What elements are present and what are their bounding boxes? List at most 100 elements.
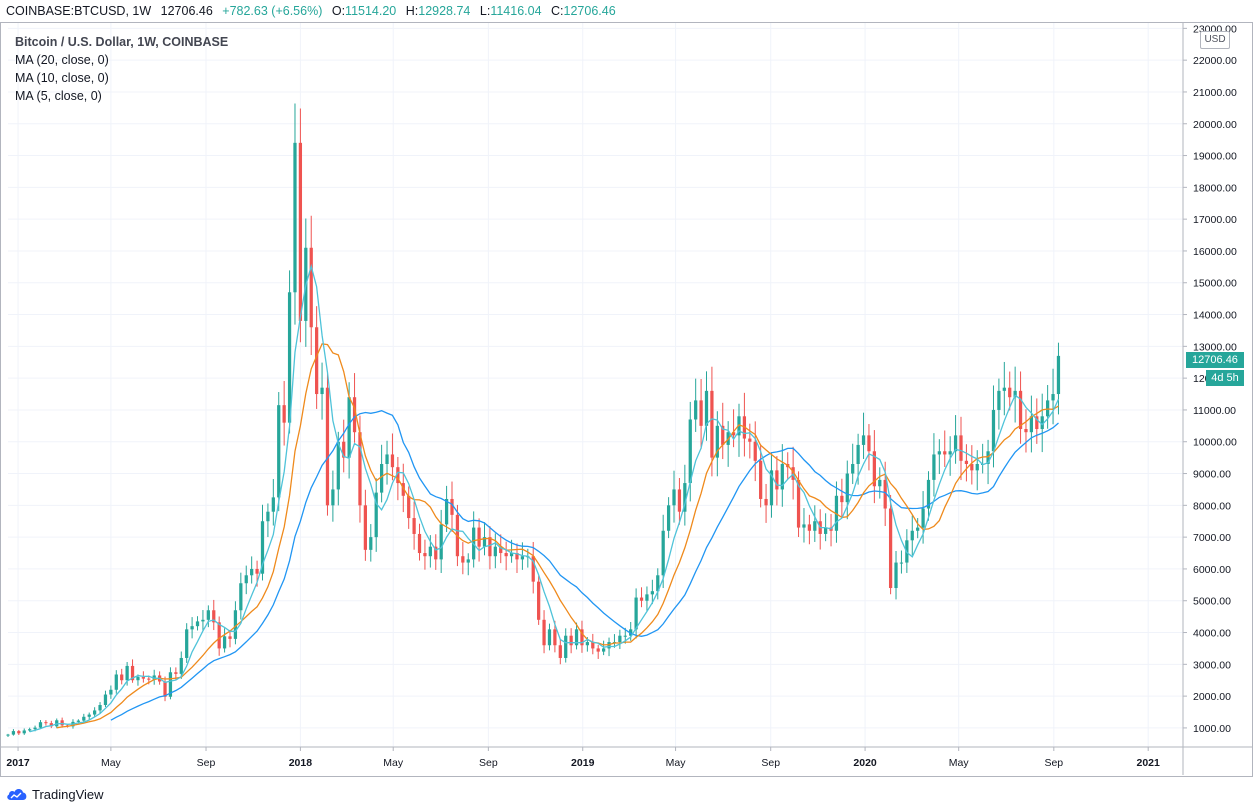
- tradingview-logo[interactable]: TradingView: [6, 785, 104, 803]
- candle-body: [28, 729, 32, 731]
- x-tick-label: Sep: [479, 757, 498, 769]
- candle-body: [488, 537, 492, 557]
- candle-body: [537, 581, 541, 620]
- chart-area[interactable]: 1000.00 2000.00 3000.00 4000.00 5000.00 6000.…: [0, 22, 1253, 778]
- bar-countdown: 4d 5h: [1206, 370, 1244, 386]
- candle-body: [964, 460, 969, 464]
- candle-body: [748, 438, 752, 442]
- candle-body: [910, 530, 914, 541]
- candle-body: [320, 387, 324, 395]
- candle-body: [845, 473, 849, 503]
- candle-body: [255, 568, 259, 574]
- candle-body: [271, 497, 275, 512]
- candle-body: [856, 444, 860, 464]
- y-tick-label: 4000.00: [1193, 628, 1231, 640]
- candle-body: [401, 483, 405, 496]
- ma-line-10: [56, 343, 1059, 729]
- candle-body: [656, 575, 660, 592]
- x-tick-label: 2019: [571, 757, 595, 769]
- candle-body: [347, 397, 351, 458]
- candle-body: [407, 495, 411, 519]
- candle-body: [688, 419, 692, 484]
- candle-body: [672, 489, 676, 506]
- candle-body: [423, 553, 427, 557]
- candle-body: [1051, 394, 1055, 401]
- moving-average-lines: [29, 263, 1060, 733]
- candle-body: [336, 441, 340, 490]
- candle-body: [504, 553, 508, 557]
- candle-body: [883, 479, 887, 509]
- candle-body: [352, 397, 357, 433]
- x-tick-label: May: [949, 757, 970, 769]
- candle-body: [775, 470, 779, 490]
- candle-body: [666, 505, 671, 531]
- candle-body: [87, 714, 91, 717]
- x-tick-label: May: [101, 757, 122, 769]
- candle-body: [228, 636, 232, 639]
- candle-body: [233, 610, 238, 639]
- candle-body: [44, 722, 48, 724]
- candle-body: [358, 432, 362, 506]
- candle-body: [325, 387, 330, 506]
- y-tick-label: 20000.00: [1193, 119, 1237, 131]
- candle-body: [1002, 387, 1006, 391]
- candle-body: [260, 521, 265, 574]
- candle-body: [1029, 416, 1034, 433]
- y-tick-label: 21000.00: [1193, 87, 1237, 99]
- y-tick-label: 1000.00: [1193, 723, 1231, 735]
- x-tick-label: 2021: [1137, 757, 1161, 769]
- close-value: 12706.46: [563, 4, 616, 18]
- candle-body: [1040, 416, 1044, 430]
- candle-body: [596, 648, 600, 652]
- candle-body: [542, 619, 546, 646]
- y-tick-label: 14000.00: [1193, 310, 1237, 322]
- y-tick-label: 7000.00: [1193, 532, 1231, 544]
- candle-body: [98, 705, 102, 711]
- candle-body: [780, 463, 784, 490]
- candle-body: [574, 629, 579, 646]
- candle-body: [206, 610, 210, 620]
- candle-body: [482, 537, 487, 547]
- candle-body: [861, 435, 866, 445]
- symbol-name[interactable]: COINBASE:BTCUSD, 1W: [6, 4, 152, 18]
- y-tick-label: 15000.00: [1193, 278, 1237, 290]
- candle-body: [412, 518, 416, 534]
- candle-body: [6, 734, 10, 736]
- candle-body: [185, 629, 189, 658]
- candle-body: [477, 527, 481, 547]
- candle-body: [38, 722, 43, 728]
- candle-body: [894, 562, 898, 589]
- candle-body: [179, 657, 183, 674]
- candle-body: [163, 681, 167, 697]
- grid: [8, 22, 1183, 747]
- legend-ma20[interactable]: MA (20, close, 0): [15, 53, 109, 67]
- legend-ma5[interactable]: MA (5, close, 0): [15, 89, 102, 103]
- candle-body: [683, 483, 687, 512]
- last-price: 12706.46: [160, 4, 213, 18]
- candle-body: [645, 594, 649, 601]
- candle-body: [704, 390, 709, 426]
- candle-body: [585, 642, 590, 646]
- candle-body: [639, 597, 644, 601]
- y-tick-label: 17000.00: [1193, 214, 1237, 226]
- candle-body: [851, 463, 855, 474]
- currency-badge[interactable]: USD: [1200, 31, 1230, 49]
- candle-body: [130, 665, 135, 681]
- legend-ma10[interactable]: MA (10, close, 0): [15, 71, 109, 85]
- candle-body: [1013, 390, 1017, 398]
- candle-body: [342, 441, 346, 458]
- candle-body: [824, 527, 828, 534]
- last-price-label: 12706.46: [1186, 352, 1244, 368]
- candle-body: [547, 629, 552, 646]
- y-tick-label: 10000.00: [1193, 437, 1237, 449]
- price-chart[interactable]: 1000.00 2000.00 3000.00 4000.00 5000.00 6000.…: [0, 22, 1253, 778]
- candle-body: [1046, 400, 1050, 417]
- candle-body: [417, 533, 422, 554]
- candle-body: [282, 405, 286, 423]
- candle-body: [959, 435, 963, 461]
- candle-body: [948, 451, 952, 455]
- candle-body: [520, 556, 525, 560]
- candle-body: [731, 432, 736, 436]
- candle-body: [601, 648, 606, 652]
- price-change: +782.63 (+6.56%): [222, 4, 323, 18]
